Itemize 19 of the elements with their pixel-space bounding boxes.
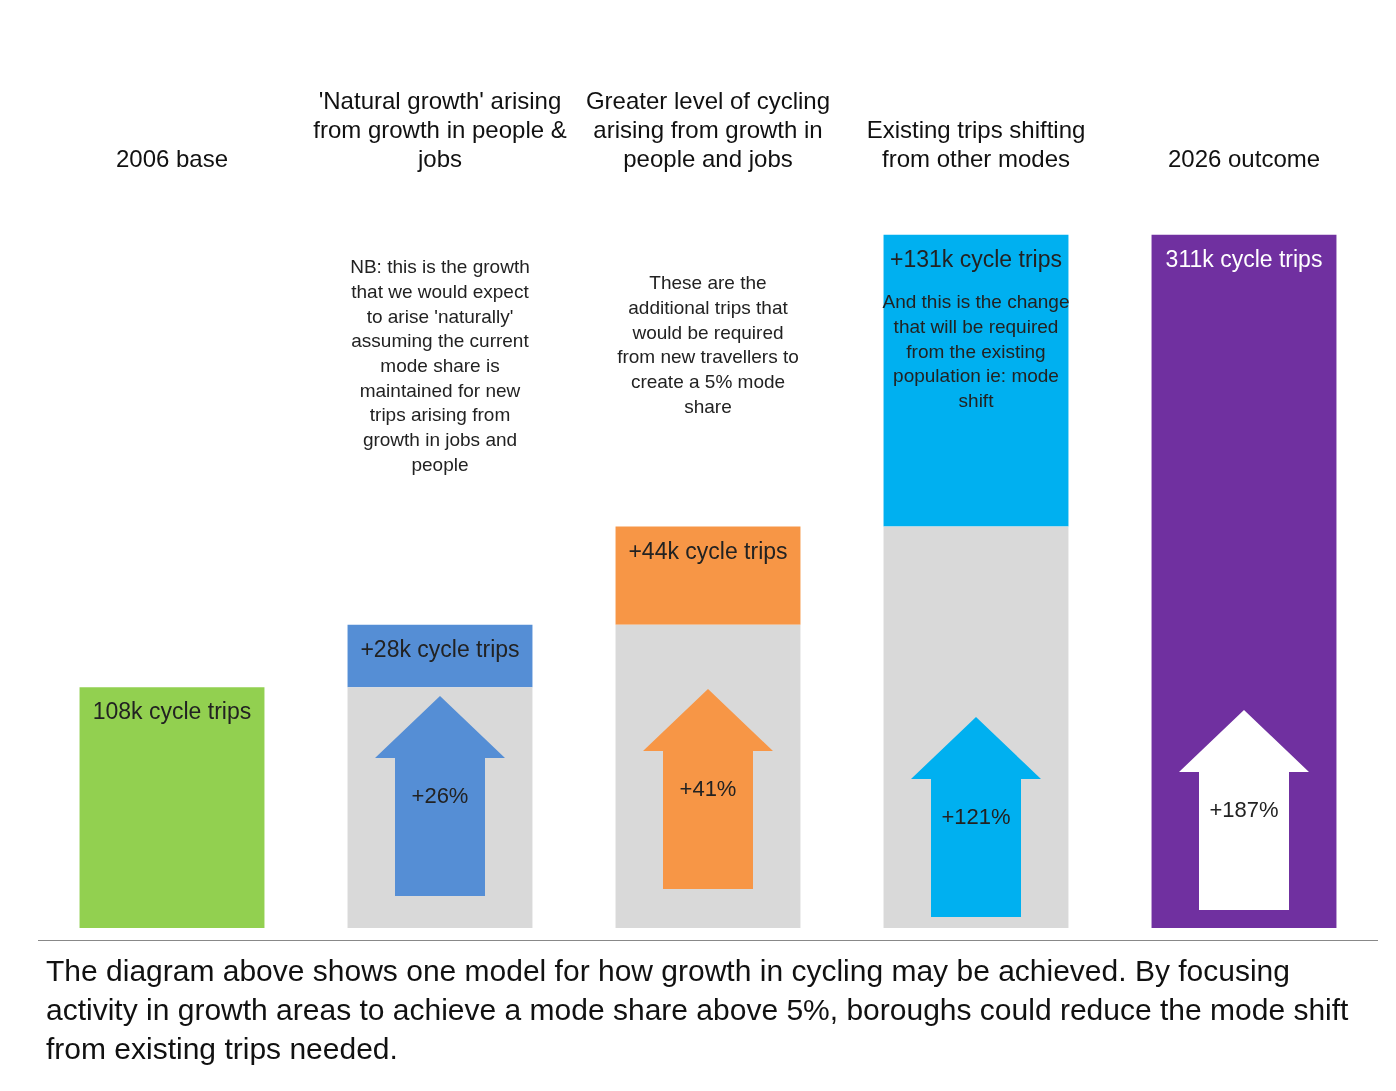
x-tick-label: 2006 base	[115, 144, 229, 172]
data-label: 108k cycle trips	[92, 698, 252, 725]
annotation: +121%	[941, 802, 1011, 831]
data-label: +131k cycle trips	[890, 245, 1062, 272]
x-tick-label: Existing trips shifting from other modes	[866, 115, 1086, 172]
data-label: +28k cycle trips	[360, 636, 520, 663]
bar	[615, 526, 801, 625]
x-tick-label: 2026 outcome	[1167, 144, 1321, 172]
x-tick-label: 'Natural growth' arising from growth in people & jobs	[313, 87, 567, 172]
data-label: +44k cycle trips	[628, 537, 788, 564]
annotation: +187%	[1209, 795, 1279, 824]
text: NB: this is the growth that we would expect to arise 'naturally' assuming the current mode share is maintained for new trips arising from growth in jobs and people	[350, 256, 530, 475]
x-tick-label: Greater level of cycling arising from growth in people and jobs	[585, 87, 831, 172]
data-label: 311k cycle trips	[1165, 245, 1323, 272]
text: The diagram above shows one model for how growth in cycling may be achieved. By focusing activity in growth areas to achieve a mode share above 5%, boroughs could reduce the mode shift from existing trips needed.	[46, 953, 1350, 1067]
annotation: +41%	[679, 774, 737, 803]
annotation: +26%	[411, 781, 469, 810]
bar	[79, 687, 265, 928]
annotation: These are the additional trips that would be required from new travellers to create a 5% mode share	[616, 271, 800, 419]
